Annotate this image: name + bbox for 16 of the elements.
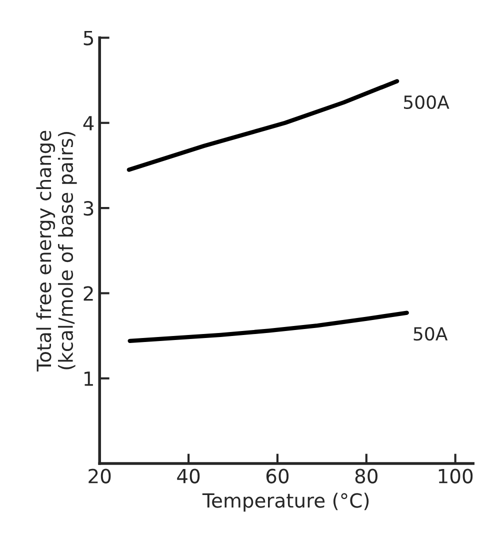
x-tick-label: 20: [88, 468, 111, 484]
x-axis-title: Temperature (°C): [202, 492, 369, 512]
y-tick-label: 5: [84, 30, 94, 46]
y-tick-label: 1: [84, 372, 93, 386]
x-tick-label: 80: [355, 468, 378, 484]
line-series: [126, 79, 400, 172]
x-tick-label: 40: [177, 468, 200, 484]
y-axis-title: Total free energy change (kcal/mole of base pairs): [36, 130, 77, 372]
line-series: [128, 310, 409, 343]
y-tick-label: 3: [84, 201, 94, 216]
series-label: 50A: [414, 327, 448, 341]
y-tick-label: 2: [84, 286, 93, 301]
x-tick-label: 100: [438, 468, 473, 484]
x-tick-label: 60: [266, 468, 289, 484]
y-tick-label: 4: [83, 116, 94, 130]
series-label: 500A: [404, 95, 450, 110]
